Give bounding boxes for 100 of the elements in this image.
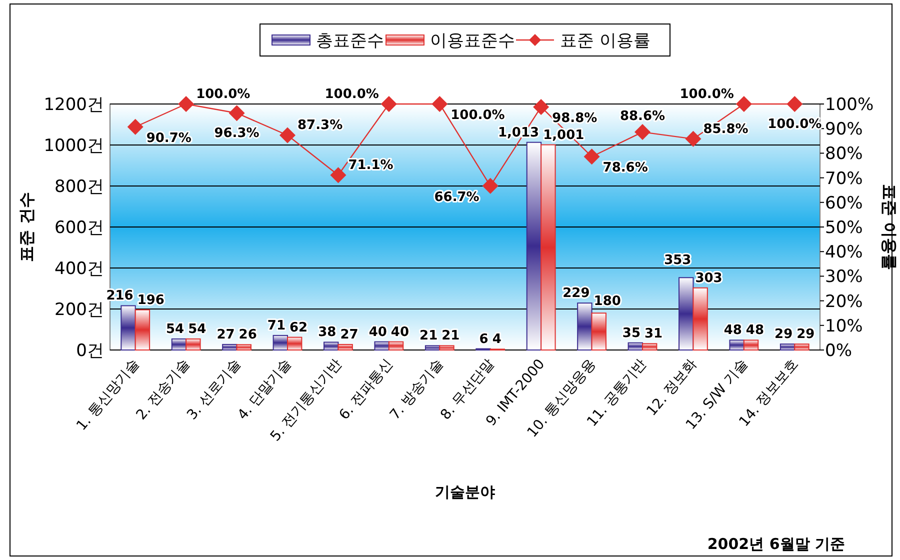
data-label: 98.8% bbox=[552, 110, 598, 126]
bar bbox=[338, 344, 353, 350]
bar bbox=[591, 312, 606, 350]
y2-tick-label: 60% bbox=[825, 193, 863, 214]
bar bbox=[287, 336, 302, 350]
point bbox=[482, 178, 498, 194]
bar bbox=[171, 338, 187, 350]
point bbox=[634, 124, 650, 140]
point bbox=[685, 130, 702, 147]
bar bbox=[628, 342, 643, 350]
data-label: 62 bbox=[290, 320, 308, 336]
bar bbox=[678, 277, 694, 350]
data-label: 100.0% bbox=[768, 117, 822, 132]
data-label: 303 bbox=[695, 270, 722, 286]
data-label: 48 bbox=[746, 323, 764, 338]
y2-tick-label: 30% bbox=[825, 267, 863, 288]
bar bbox=[526, 142, 542, 350]
data-label: 229 bbox=[562, 286, 590, 302]
point bbox=[533, 98, 550, 115]
bar bbox=[692, 287, 708, 350]
data-label: 78.6% bbox=[602, 160, 648, 176]
point bbox=[178, 96, 194, 112]
y-tick-label: 200건 bbox=[54, 300, 104, 320]
data-label: 96.3% bbox=[214, 126, 260, 142]
data-label: 100.0% bbox=[196, 87, 250, 102]
y-tick-label: 1000건 bbox=[44, 136, 104, 156]
data-label: 71 bbox=[267, 318, 286, 334]
data-label: 29 bbox=[774, 327, 793, 342]
bar bbox=[388, 341, 404, 350]
bar bbox=[642, 343, 658, 350]
y2-tick-label: 50% bbox=[825, 218, 863, 238]
data-label: 48 bbox=[724, 323, 742, 338]
bar bbox=[439, 345, 454, 350]
y2-tick-label: 0% bbox=[825, 341, 852, 361]
point bbox=[330, 167, 346, 184]
bar bbox=[743, 340, 759, 350]
bar bbox=[324, 342, 339, 350]
data-label: 6 bbox=[479, 332, 488, 347]
data-label: 21 bbox=[420, 328, 438, 344]
bar bbox=[186, 338, 201, 350]
data-label: 90.7% bbox=[146, 130, 192, 146]
data-label: 4 bbox=[492, 332, 502, 348]
data-label: 87.3% bbox=[298, 118, 343, 134]
bar bbox=[424, 345, 440, 350]
data-label: 26 bbox=[238, 328, 257, 343]
data-label: 35 bbox=[622, 326, 640, 341]
data-label: 66.7% bbox=[434, 190, 480, 205]
legend-label: 총표준수 bbox=[316, 31, 384, 51]
data-label: 54 bbox=[188, 322, 206, 337]
point bbox=[736, 96, 752, 112]
bar bbox=[222, 344, 238, 350]
bar bbox=[577, 302, 592, 350]
y2-tick-label: 100% bbox=[825, 95, 874, 115]
bar bbox=[374, 341, 390, 350]
point bbox=[380, 96, 397, 112]
data-label: 353 bbox=[664, 253, 692, 268]
legend-label: 이용표준수 bbox=[430, 31, 515, 51]
bar bbox=[134, 309, 150, 350]
point bbox=[786, 96, 803, 112]
data-label: 100.0% bbox=[324, 87, 379, 102]
y2-tick-label: 10% bbox=[825, 316, 863, 336]
legend-label: 표준 이용률 bbox=[560, 31, 650, 51]
data-label: 88.6% bbox=[620, 109, 666, 124]
data-label: 54 bbox=[166, 322, 184, 337]
bar bbox=[780, 344, 796, 350]
data-label: 71.1% bbox=[348, 158, 394, 174]
data-label: 100.0% bbox=[450, 108, 505, 123]
data-label: 196 bbox=[137, 292, 164, 308]
y2-tick-label: 70% bbox=[825, 168, 863, 189]
bar bbox=[540, 144, 556, 350]
bar bbox=[729, 340, 744, 350]
data-label: 21 bbox=[442, 328, 460, 344]
y2-tick-label: 20% bbox=[825, 292, 863, 312]
data-label: 38 bbox=[318, 325, 336, 340]
y2-tick-label: 90% bbox=[825, 120, 863, 140]
y-tick-label: 0건 bbox=[76, 341, 104, 361]
y-tick-label: 400건 bbox=[54, 259, 104, 279]
data-label: 40 bbox=[368, 324, 387, 340]
y-tick-label: 600건 bbox=[54, 218, 104, 238]
y-tick-label: 1200건 bbox=[44, 95, 104, 115]
data-label: 40 bbox=[390, 324, 410, 340]
data-label: 31 bbox=[644, 326, 663, 342]
bar bbox=[120, 305, 136, 350]
data-label: 100.0% bbox=[680, 87, 734, 102]
y-tick-label: 800건 bbox=[54, 177, 104, 197]
bar bbox=[794, 344, 810, 350]
y-axis-title: 표준 건수 bbox=[17, 192, 36, 262]
data-label: 85.8% bbox=[703, 122, 748, 137]
point bbox=[432, 96, 448, 112]
point bbox=[584, 148, 600, 165]
data-label: 29 bbox=[796, 327, 815, 342]
bar bbox=[272, 334, 288, 350]
bar bbox=[236, 344, 252, 350]
text: 2002년 6월말 기준 bbox=[707, 535, 845, 553]
data-label: 180 bbox=[594, 294, 621, 309]
point bbox=[127, 118, 144, 135]
y2-tick-label: 80% bbox=[825, 144, 863, 164]
y2-tick-label: 40% bbox=[825, 242, 863, 263]
data-label: 27 bbox=[216, 327, 235, 342]
data-label: 27 bbox=[340, 327, 358, 342]
